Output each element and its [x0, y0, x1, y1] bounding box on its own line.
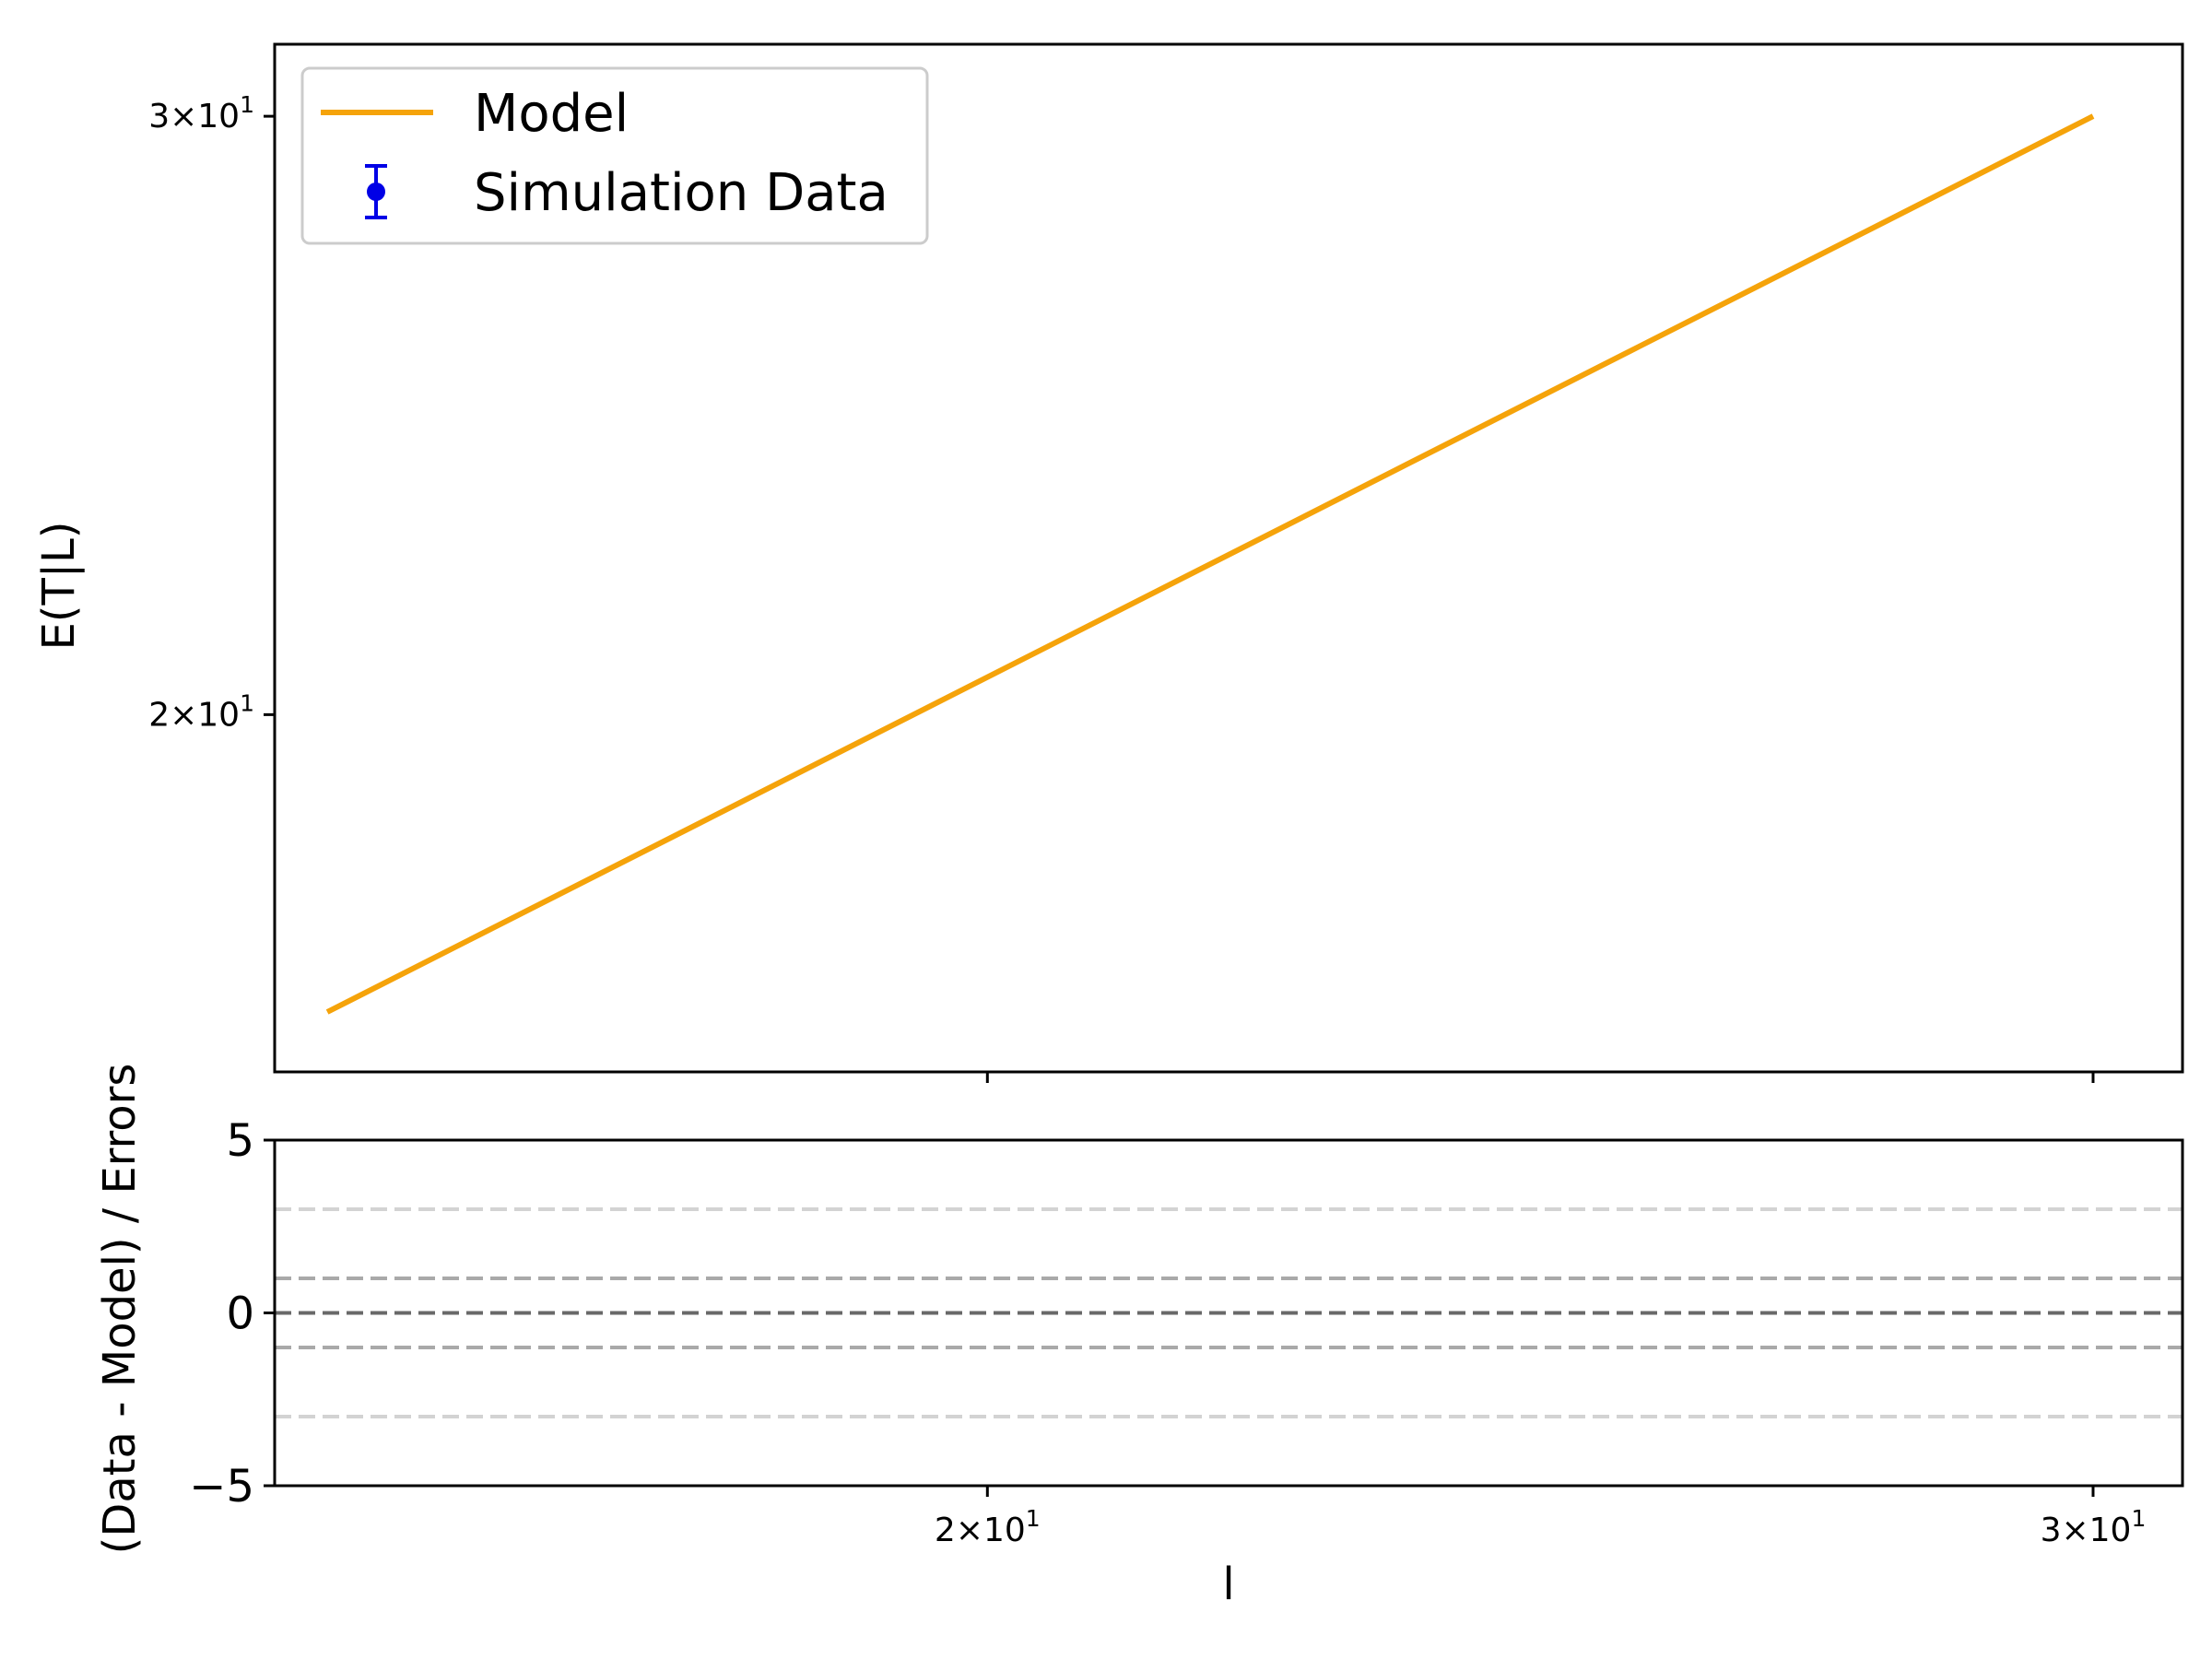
errorbar-marker	[367, 182, 385, 201]
y-tick-label: 2×101	[148, 689, 254, 734]
main-plot-frame	[273, 42, 2184, 1074]
y-tick-label: 0	[226, 1288, 254, 1340]
main-plot-series	[325, 113, 2095, 1015]
y-tick-label: 3×101	[148, 91, 254, 135]
residual-plot-x-label: l	[1222, 1559, 1234, 1610]
legend: Model Simulation Data	[300, 66, 929, 245]
residual-plot-x-ticks: 2×101 3×101	[935, 1486, 2146, 1549]
residual-plot-y-label: (Data - Model) / Errors	[94, 1064, 146, 1555]
y-tick-label: −5	[189, 1461, 254, 1512]
main-plot-x-ticks	[985, 1072, 2095, 1083]
x-tick-label: 2×101	[935, 1505, 1041, 1549]
x-tick-label: 3×101	[2041, 1505, 2147, 1549]
y-tick-label: 5	[226, 1115, 254, 1167]
legend-model-label: Model	[474, 84, 629, 144]
residual-plot-y-ticks: 5 0 −5	[189, 1115, 275, 1512]
main-plot-y-label: E(T|L)	[33, 521, 85, 650]
main-plot-panel: 2×101 3×101 E(T|L) Model Simulation Data	[33, 42, 2184, 1083]
main-plot-y-ticks: 2×101 3×101	[148, 91, 275, 734]
series-line-model	[325, 113, 2095, 1015]
residual-plot-panel: 50−5 2×101 3×101 (Data - Model) / Errors …	[94, 1064, 2184, 1610]
legend-box	[300, 66, 929, 245]
residual-reference-lines	[275, 1207, 2183, 1418]
legend-simulation-data-swatch	[365, 164, 387, 219]
legend-simulation-data-label: Simulation Data	[474, 163, 888, 223]
